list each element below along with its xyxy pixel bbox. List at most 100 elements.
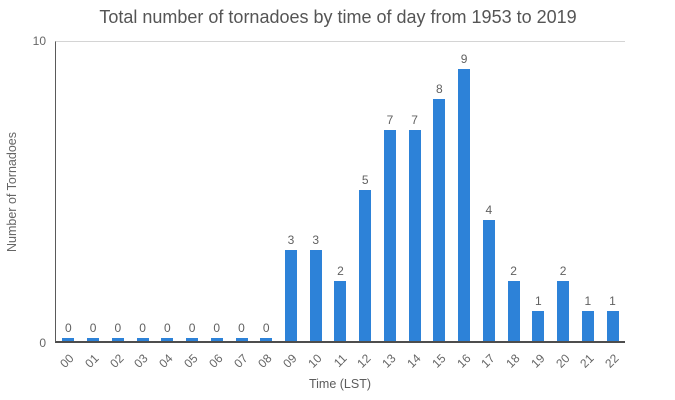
bar-22 xyxy=(606,310,619,341)
x-tick-slot-04: 04 xyxy=(154,345,179,377)
bar-value-label-10: 3 xyxy=(312,233,320,248)
bar-13 xyxy=(383,129,396,341)
x-tick-slot-06: 06 xyxy=(204,345,229,377)
bar-09 xyxy=(284,250,297,341)
bar-slot-19: 1 xyxy=(526,42,551,341)
bar-slot-16: 9 xyxy=(452,42,477,341)
bar-10 xyxy=(309,250,322,341)
bar-value-label-08: 0 xyxy=(262,321,270,335)
x-tick-label-21: 21 xyxy=(577,351,597,371)
x-tick-slot-19: 19 xyxy=(526,345,551,377)
bar-value-label-03: 0 xyxy=(139,321,146,335)
x-tick-label-11: 11 xyxy=(330,351,350,371)
bar-slot-07: 0 xyxy=(229,42,254,341)
bar-value-label-01: 0 xyxy=(89,321,97,335)
bar-slot-17: 4 xyxy=(476,42,501,341)
x-tick-label-06: 06 xyxy=(205,351,226,371)
x-tick-labels: 00 01 02 03 04 05 06 07 08 09 10 11 12 13 14 15 16 17 18 19… xyxy=(55,345,625,377)
bar-14 xyxy=(408,129,421,341)
x-tick-slot-18: 18 xyxy=(501,345,526,377)
bar-01 xyxy=(87,338,100,341)
x-tick-slot-11: 11 xyxy=(328,345,353,377)
bar-06 xyxy=(210,338,223,341)
x-tick-label-22: 22 xyxy=(602,351,622,371)
bar-value-label-14: 7 xyxy=(411,112,418,127)
x-tick-label-13: 13 xyxy=(379,351,399,371)
bar-value-label-02: 0 xyxy=(114,321,122,335)
bar-value-label-11: 2 xyxy=(337,263,344,278)
x-tick-slot-10: 10 xyxy=(303,345,328,377)
x-tick-label-16: 16 xyxy=(453,351,474,371)
bar-slot-11: 2 xyxy=(328,42,353,341)
bar-value-label-12: 5 xyxy=(361,173,369,187)
bar-value-label-20: 2 xyxy=(559,263,567,278)
bar-19 xyxy=(532,310,545,341)
bar-17 xyxy=(482,220,495,341)
x-tick-label-10: 10 xyxy=(305,351,325,371)
x-tick-label-12: 12 xyxy=(354,351,374,371)
bar-value-label-16: 9 xyxy=(460,52,468,67)
bar-slot-14: 7 xyxy=(402,42,427,341)
x-tick-label-03: 03 xyxy=(131,351,151,371)
x-tick-label-02: 02 xyxy=(106,351,127,371)
x-tick-slot-20: 20 xyxy=(551,345,576,377)
bar-value-label-04: 0 xyxy=(163,321,171,335)
x-tick-slot-07: 07 xyxy=(228,345,253,377)
bar-slot-03: 0 xyxy=(130,42,155,341)
bar-11 xyxy=(334,280,347,341)
y-tick-label-10: 10 xyxy=(32,34,46,48)
bar-value-label-22: 1 xyxy=(609,293,616,308)
x-tick-label-20: 20 xyxy=(552,351,573,371)
bar-slot-15: 8 xyxy=(427,42,452,341)
bars-container: 0 0 0 0 0 0 0 0 0 3 3 2 5 7 7 8 9 4 2 1 2 1 1 xyxy=(56,42,625,341)
x-tick-slot-05: 05 xyxy=(179,345,204,377)
bar-slot-18: 2 xyxy=(501,42,526,341)
bar-18 xyxy=(507,280,520,341)
bar-slot-13: 7 xyxy=(378,42,403,341)
x-tick-slot-15: 15 xyxy=(427,345,452,377)
bar-15 xyxy=(433,99,446,341)
x-tick-label-00: 00 xyxy=(57,351,77,371)
bar-value-label-13: 7 xyxy=(386,112,394,127)
bar-slot-05: 0 xyxy=(180,42,205,341)
bar-value-label-18: 2 xyxy=(510,263,517,278)
bar-slot-20: 2 xyxy=(551,42,576,341)
bar-slot-04: 0 xyxy=(155,42,180,341)
bar-value-label-09: 3 xyxy=(287,233,295,248)
x-tick-label-08: 08 xyxy=(255,351,275,371)
bar-value-label-17: 4 xyxy=(485,203,493,218)
x-tick-slot-22: 22 xyxy=(600,345,625,377)
x-tick-slot-00: 00 xyxy=(55,345,80,377)
x-tick-label-04: 04 xyxy=(156,351,176,371)
bar-00 xyxy=(62,338,75,341)
y-tick-label-0: 0 xyxy=(39,336,46,350)
bar-slot-22: 1 xyxy=(600,42,625,341)
bar-slot-01: 0 xyxy=(81,42,106,341)
bar-slot-06: 0 xyxy=(204,42,229,341)
y-axis-title: Number of Tornadoes xyxy=(5,132,19,252)
bar-value-label-05: 0 xyxy=(188,321,196,335)
bar-12 xyxy=(359,190,372,341)
x-tick-slot-12: 12 xyxy=(352,345,377,377)
bar-slot-12: 5 xyxy=(353,42,378,341)
bar-21 xyxy=(581,310,594,341)
bar-slot-00: 0 xyxy=(56,42,81,341)
x-tick-label-09: 09 xyxy=(280,351,300,371)
chart-title: Total number of tornadoes by time of day… xyxy=(99,7,577,27)
x-tick-label-15: 15 xyxy=(428,351,449,371)
bar-slot-02: 0 xyxy=(105,42,130,341)
x-tick-slot-01: 01 xyxy=(80,345,105,377)
x-tick-slot-13: 13 xyxy=(377,345,402,377)
x-tick-label-19: 19 xyxy=(528,351,548,371)
bar-07 xyxy=(235,338,248,341)
bar-05 xyxy=(186,338,199,341)
bar-slot-08: 0 xyxy=(254,42,279,341)
bar-value-label-19: 1 xyxy=(534,293,542,308)
x-tick-slot-02: 02 xyxy=(105,345,130,377)
bar-slot-10: 3 xyxy=(303,42,328,341)
x-tick-slot-08: 08 xyxy=(253,345,278,377)
x-tick-label-05: 05 xyxy=(181,351,201,371)
x-tick-label-17: 17 xyxy=(478,351,498,371)
x-tick-slot-21: 21 xyxy=(575,345,600,377)
